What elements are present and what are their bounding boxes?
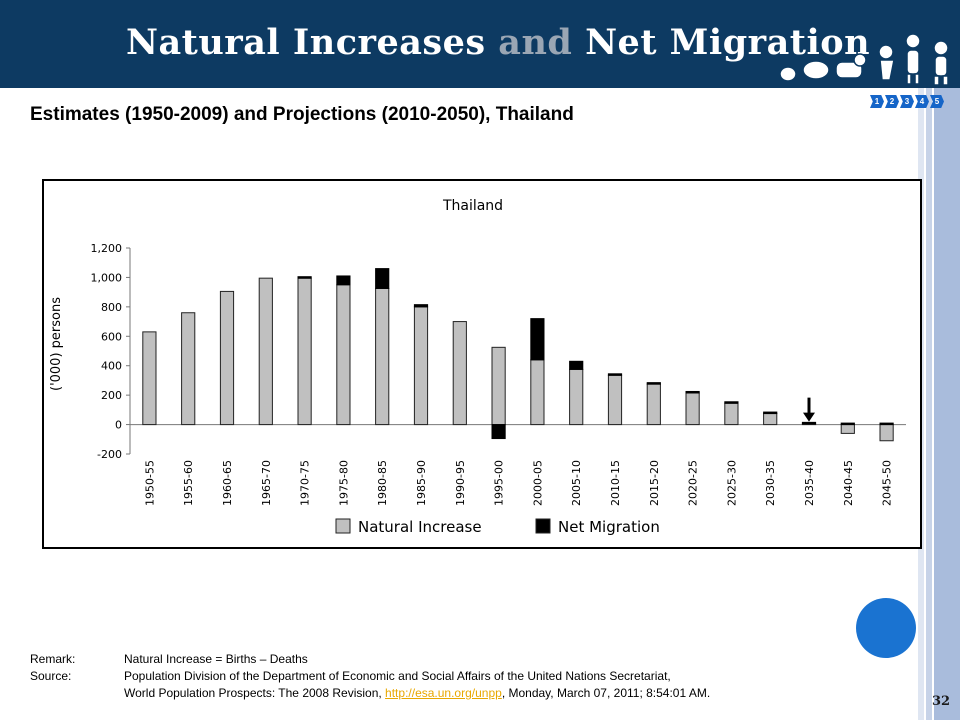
y-tick-label: 600 [101, 330, 122, 343]
bar-net-migration [569, 360, 584, 370]
chart-title: Thailand [442, 198, 503, 214]
x-tick-label: 2000-05 [531, 460, 544, 506]
x-tick-label: 1960-65 [221, 460, 234, 506]
bar-natural-increase [491, 346, 506, 426]
bar-natural-increase [452, 321, 467, 426]
x-tick-label: 2035-40 [803, 460, 816, 506]
x-tick-label: 1980-85 [376, 460, 389, 506]
x-tick-label: 1985-90 [415, 460, 428, 506]
bar-natural-increase [142, 331, 157, 426]
page-number: 32 [932, 694, 951, 709]
bar-net-migration [491, 424, 506, 440]
plot-area: -200 0 200 400 600 800 1,000 1,200 1950-55 1955-6… [91, 242, 906, 506]
bar-natural-increase [607, 374, 623, 426]
bar-natural-increase [840, 424, 855, 434]
y-tick-label: 1,200 [91, 242, 123, 255]
y-tick-label: 200 [101, 389, 122, 402]
bar-net-migration [297, 276, 312, 279]
legend-label: Net Migration [558, 518, 660, 536]
step-5: 5 [930, 95, 944, 108]
source-label: Source: [30, 669, 72, 683]
source-link[interactable]: http://esa.un.org/unpp [385, 686, 502, 700]
bar-natural-increase [375, 287, 390, 426]
bar-net-migration [413, 304, 429, 308]
source-line1: Population Division of the Department of… [124, 669, 671, 683]
bar-net-migration [530, 318, 545, 361]
bar-natural-increase [258, 277, 273, 426]
slide-title: Natural Increases and Net Migration [126, 22, 870, 63]
annotation-arrow-head [803, 412, 815, 422]
bar-net-migration [724, 401, 739, 404]
x-tick-label: 2020-25 [687, 460, 700, 506]
x-tick-label: 1950-55 [143, 460, 156, 506]
step-2: 2 [885, 95, 899, 108]
x-tick-label: 2015-20 [648, 460, 661, 506]
step-3: 3 [900, 95, 914, 108]
x-tick-label: 2010-15 [609, 460, 622, 506]
x-tick-label: 2030-35 [764, 460, 777, 506]
source-line2-prefix: World Population Prospects: The 2008 Rev… [124, 686, 382, 700]
bar-natural-increase [219, 290, 235, 426]
bar-net-migration [336, 275, 351, 286]
x-tick-label: 1990-95 [454, 460, 467, 506]
source-line2-suffix: , Monday, March 07, 2011; 8:54:01 AM. [501, 686, 711, 700]
bar-natural-increase [413, 306, 429, 426]
remark-block: Remark: Natural Increase = Births – Death… [30, 651, 710, 702]
y-axis-label: ('000) persons [49, 297, 64, 391]
bar-net-migration [375, 268, 390, 289]
title-part1: Natural Increases [126, 22, 486, 63]
legend-swatch [535, 518, 551, 534]
bar-chart: Thailand ('000) persons -200 0 200 400 600 80… [49, 198, 906, 536]
x-tick-label: 1995-00 [493, 460, 506, 506]
human-development-figures-icon [779, 33, 949, 86]
title-part2: Net Migration [585, 22, 871, 63]
bar-net-migration [607, 373, 623, 376]
bar-net-migration [763, 411, 778, 415]
bar-natural-increase [685, 392, 700, 426]
legend-swatch [335, 518, 351, 534]
x-tick-label: 1965-70 [260, 460, 273, 506]
title-bar: Natural Increases and Net Migration [0, 0, 960, 88]
bar-net-migration [646, 382, 661, 385]
bar-net-migration [801, 421, 817, 425]
remark-text: Natural Increase = Births – Deaths [124, 652, 308, 666]
bar-natural-increase [569, 368, 584, 426]
bar-natural-increase [530, 359, 545, 426]
y-tick-label: 1,000 [91, 271, 123, 284]
title-and: and [498, 22, 573, 63]
bar-natural-increase [879, 424, 894, 442]
bar-natural-increase [763, 413, 778, 426]
chart-frame: Thailand ('000) persons -200 0 200 400 600 80… [42, 179, 922, 549]
x-tick-label: 2040-45 [842, 460, 855, 506]
x-tick-label: 2045-50 [881, 460, 894, 506]
legend-label: Natural Increase [358, 518, 482, 536]
x-tick-label: 2005-10 [570, 460, 583, 506]
y-tick-label: 400 [101, 360, 122, 373]
bar-net-migration [685, 390, 700, 394]
bar-net-migration [879, 422, 894, 426]
bar-natural-increase [336, 284, 351, 426]
chart-legend: Natural Increase Net Migration [335, 518, 660, 536]
bar-natural-increase [181, 312, 196, 426]
x-tick-label: 1955-60 [182, 460, 195, 506]
step-indicator: 1 2 3 4 5 [870, 95, 945, 108]
x-tick-label: 1975-80 [337, 460, 350, 506]
bar-natural-increase [646, 383, 661, 426]
decorative-circle [856, 598, 916, 658]
step-4: 4 [915, 95, 929, 108]
y-tick-label: -200 [97, 448, 122, 461]
bar-natural-increase [724, 402, 739, 426]
y-tick-label: 0 [115, 419, 122, 432]
x-tick-label: 2025-30 [725, 460, 738, 506]
slide-subtitle: Estimates (1950-2009) and Projections (2… [30, 104, 574, 125]
remark-label: Remark: [30, 652, 76, 666]
bar-net-migration [840, 422, 855, 426]
step-1: 1 [870, 95, 884, 108]
x-tick-label: 1970-75 [299, 460, 312, 506]
y-tick-label: 800 [101, 301, 122, 314]
bar-natural-increase [297, 277, 312, 426]
decorative-stripes [918, 88, 960, 720]
